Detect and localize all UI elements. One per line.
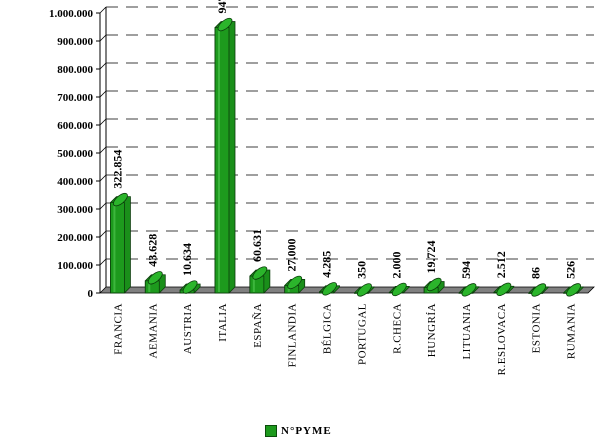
gridline-diag bbox=[99, 6, 107, 14]
data-label: 4.285 bbox=[320, 251, 334, 278]
data-label: 350 bbox=[354, 261, 368, 279]
x-tick-label: PORTUGAL bbox=[356, 303, 368, 365]
bar bbox=[493, 282, 515, 296]
bar bbox=[423, 277, 445, 294]
x-tick-label: ESPAÑA bbox=[252, 303, 264, 348]
x-tick-label: AUSTRIA bbox=[182, 303, 194, 354]
gridline-diag bbox=[99, 118, 107, 126]
y-tick-label: 800.000 bbox=[57, 64, 93, 76]
x-tick-label: AEMANIA bbox=[147, 303, 159, 358]
bar bbox=[563, 283, 584, 297]
bar bbox=[284, 275, 306, 294]
y-tick-label: 300.000 bbox=[57, 204, 93, 216]
data-label: 947.995 bbox=[215, 0, 229, 14]
x-tick-label: BÉLGICA bbox=[322, 303, 334, 354]
y-tick-label: 500.000 bbox=[57, 148, 93, 160]
data-label: 86 bbox=[529, 267, 543, 279]
gridline-diag bbox=[99, 62, 107, 70]
y-tick-label: 400.000 bbox=[57, 176, 93, 188]
y-tick-label: 200.000 bbox=[57, 232, 93, 244]
x-tick-label: R.CHECA bbox=[391, 303, 403, 354]
x-tick-label: HUNGRÍA bbox=[426, 303, 438, 357]
y-tick-label: 900.000 bbox=[57, 36, 93, 48]
data-label: 27.000 bbox=[285, 238, 299, 271]
bar bbox=[354, 283, 375, 297]
y-tick-label: 700.000 bbox=[57, 92, 93, 104]
bar bbox=[214, 17, 236, 294]
data-label: 10.634 bbox=[180, 243, 194, 276]
gridline-diag bbox=[99, 174, 107, 182]
y-tick-label: 600.000 bbox=[57, 120, 93, 132]
gridline-diag bbox=[99, 202, 107, 210]
x-tick-label: FINLANDIA bbox=[287, 303, 299, 367]
data-label: 43.628 bbox=[145, 234, 159, 267]
bar bbox=[458, 283, 480, 297]
bar bbox=[144, 271, 166, 294]
data-label: 594 bbox=[459, 261, 473, 279]
x-tick-label: R.ESLOVACA bbox=[496, 303, 508, 375]
bar bbox=[179, 280, 201, 294]
bar bbox=[110, 192, 131, 294]
bar bbox=[249, 266, 271, 294]
legend-label: N°PYME bbox=[281, 425, 332, 437]
gridline-diag bbox=[99, 146, 107, 154]
x-tick-label: LITUANIA bbox=[461, 303, 473, 360]
x-tick-label: ESTONIA bbox=[531, 303, 543, 353]
bar bbox=[319, 282, 340, 296]
data-label: 322.854 bbox=[110, 150, 124, 189]
x-tick-label: FRANCIA bbox=[112, 303, 124, 355]
y-tick-label: 0 bbox=[88, 288, 94, 300]
data-label: 60.631 bbox=[250, 229, 264, 262]
legend-swatch bbox=[265, 425, 277, 437]
data-label: 2.000 bbox=[389, 251, 403, 278]
bar bbox=[528, 283, 550, 297]
chart-floor bbox=[99, 286, 595, 294]
data-label: 2.512 bbox=[494, 251, 508, 278]
gridline-diag bbox=[99, 34, 107, 42]
data-label: 526 bbox=[564, 261, 578, 279]
y-tick-label: 1.000.000 bbox=[49, 8, 94, 20]
y-tick-label: 100.000 bbox=[57, 260, 93, 272]
gridline-diag bbox=[99, 258, 107, 266]
data-label: 19.724 bbox=[424, 240, 438, 273]
gridline-diag bbox=[99, 90, 107, 98]
legend: N°PYME bbox=[265, 425, 332, 437]
x-tick-label: ITALIA bbox=[217, 303, 229, 342]
gridline-diag bbox=[99, 230, 107, 238]
x-tick-label: RUMANIA bbox=[566, 303, 578, 359]
bar bbox=[388, 282, 410, 297]
